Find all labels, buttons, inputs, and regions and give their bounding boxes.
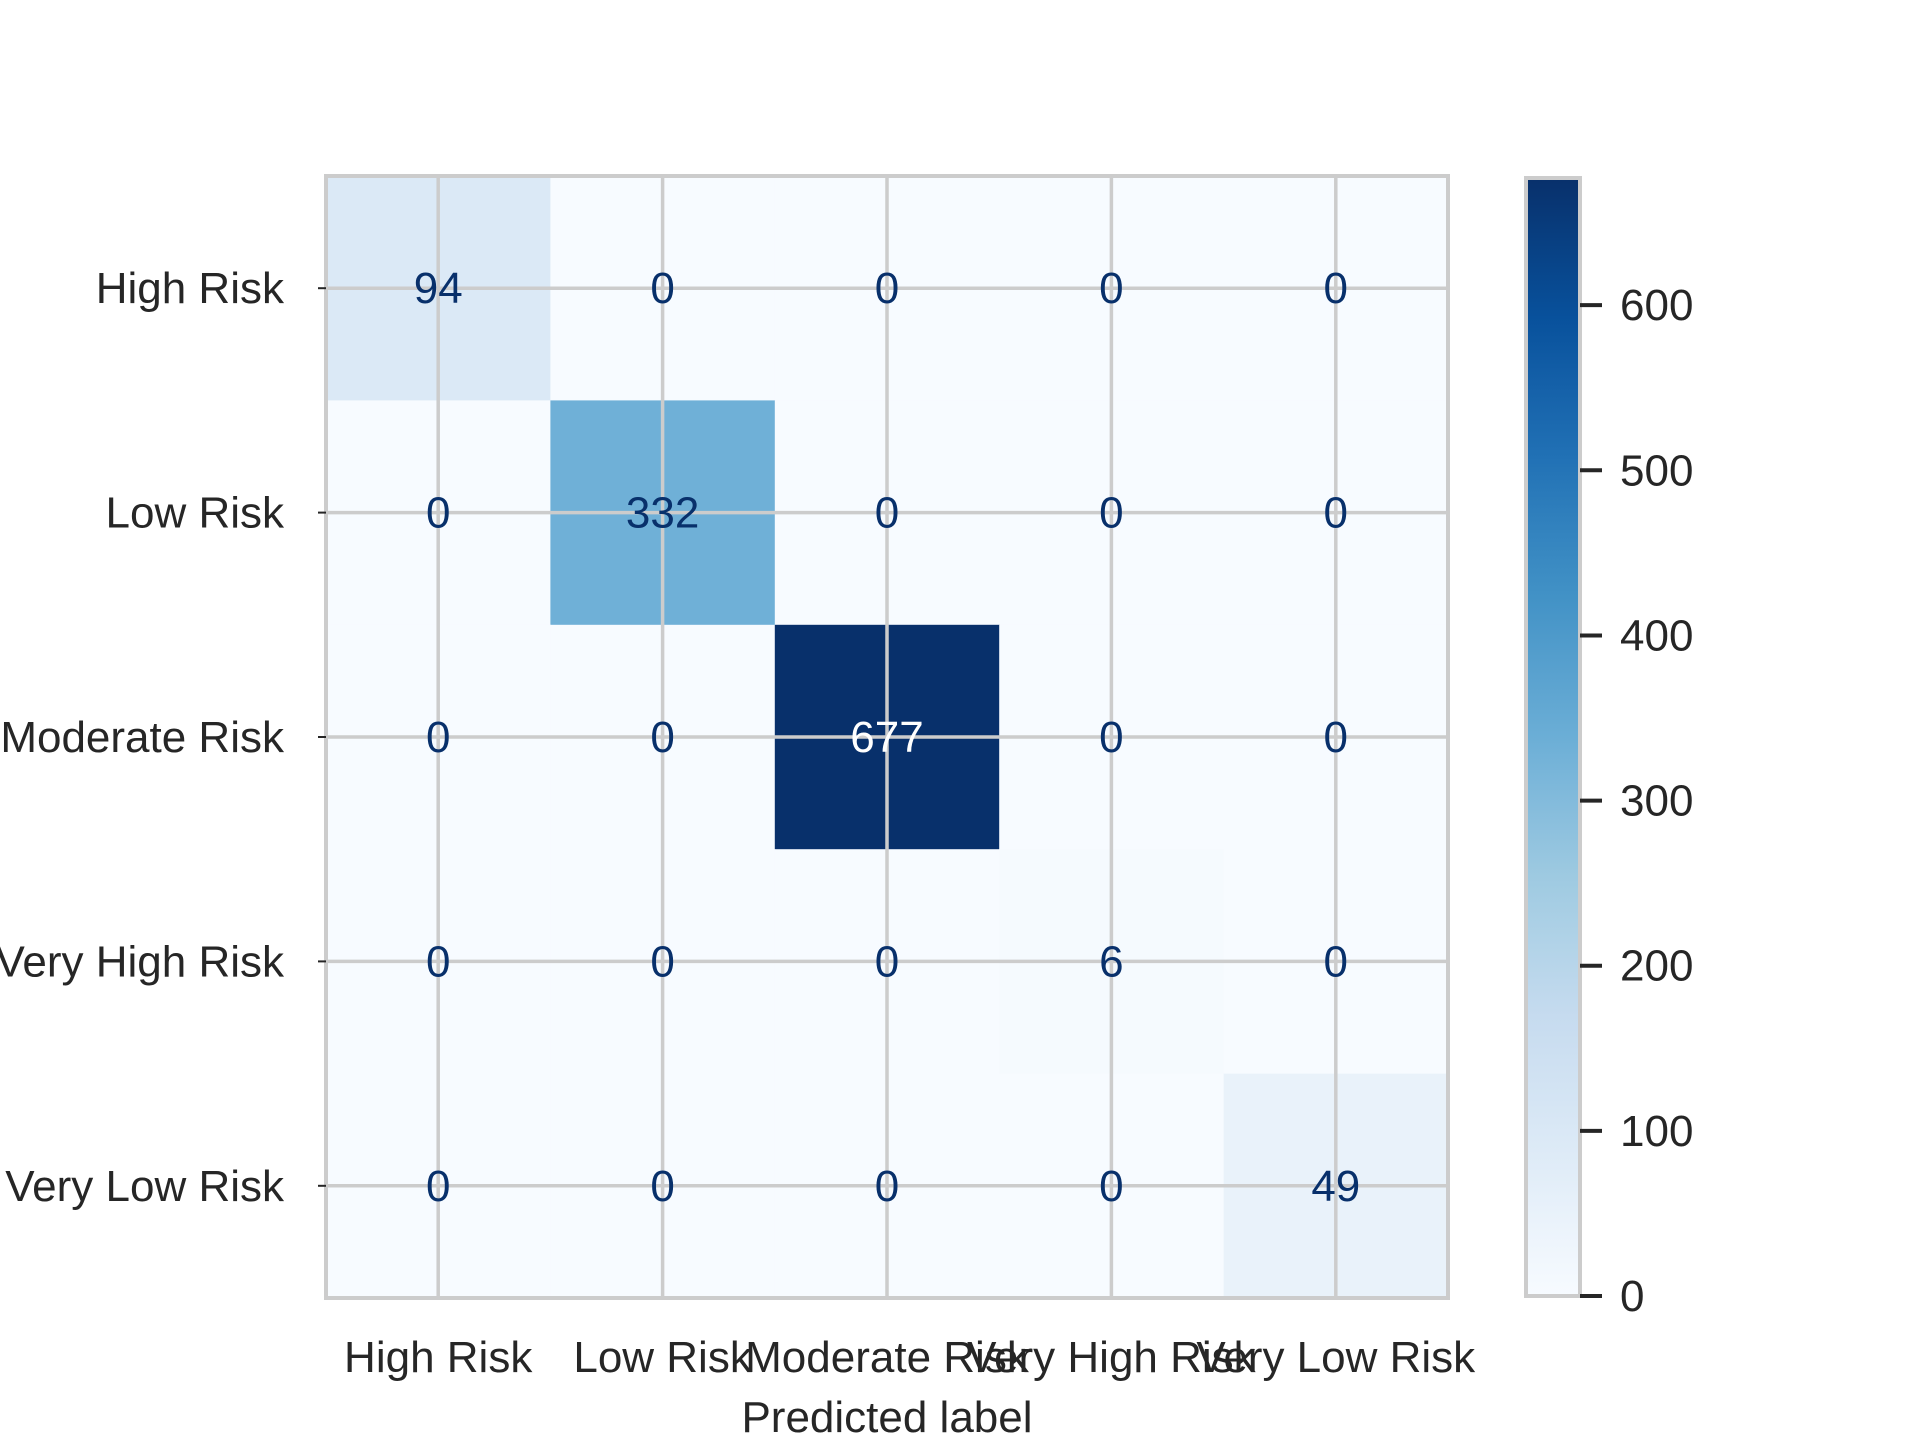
y-tick-label: Low Risk <box>106 489 285 538</box>
cell-value-label: 0 <box>426 489 450 538</box>
colorbar-tick-label: 100 <box>1620 1107 1693 1156</box>
colorbar-ticks: 0 100 200 300 400 500 600 <box>1580 281 1693 1321</box>
y-tick-label: Very High Risk <box>0 937 285 986</box>
cell-value-label: 0 <box>1324 713 1348 762</box>
cell-value-label: 677 <box>850 713 923 762</box>
cell-value-label: 0 <box>426 713 450 762</box>
x-axis-label: Predicted label <box>741 1393 1032 1440</box>
x-tick-label: Very Low Risk <box>1196 1333 1476 1382</box>
cell-value-label: 0 <box>1099 713 1123 762</box>
cell-value-label: 0 <box>875 489 899 538</box>
cell-value-label: 0 <box>875 1162 899 1211</box>
y-tick-label: Moderate Risk <box>0 713 285 762</box>
cell-value-label: 0 <box>650 1162 674 1211</box>
cell-value-label: 0 <box>650 264 674 313</box>
cell-value-label: 0 <box>875 264 899 313</box>
cell-value-label: 49 <box>1311 1162 1360 1211</box>
colorbar-tick-label: 500 <box>1620 446 1693 495</box>
cell-value-label: 6 <box>1099 937 1123 986</box>
colorbar-tick-label: 300 <box>1620 777 1693 826</box>
colorbar-tick-label: 0 <box>1620 1272 1644 1321</box>
cell-value-labels: 94 0 0 0 0 0 332 0 0 0 0 0 677 0 0 0 0 0 6 0 0 0 0 0 49 <box>414 264 1361 1211</box>
cell-value-label: 0 <box>1099 264 1123 313</box>
cell-value-label: 0 <box>1324 937 1348 986</box>
colorbar <box>1524 176 1582 1298</box>
cell-value-label: 94 <box>414 264 463 313</box>
x-tick-label: Low Risk <box>573 1333 752 1382</box>
cell-value-label: 0 <box>1099 489 1123 538</box>
cell-value-label: 0 <box>650 713 674 762</box>
cell-value-label: 332 <box>626 489 699 538</box>
x-tick-label: High Risk <box>344 1333 533 1382</box>
y-tick-label: High Risk <box>96 264 285 313</box>
cell-value-label: 0 <box>1324 264 1348 313</box>
colorbar-tick-label: 400 <box>1620 611 1693 660</box>
cell-value-label: 0 <box>1324 489 1348 538</box>
cell-value-label: 0 <box>875 937 899 986</box>
cell-value-label: 0 <box>1099 1162 1123 1211</box>
cell-value-label: 0 <box>426 937 450 986</box>
cell-value-label: 0 <box>650 937 674 986</box>
y-axis-tick-labels: High Risk Low Risk Moderate Risk Very High … <box>0 264 326 1211</box>
colorbar-tick-label: 600 <box>1620 281 1693 330</box>
colorbar-tick-label: 200 <box>1620 942 1693 991</box>
x-tick-label: Very High Risk <box>967 1333 1257 1382</box>
x-tick-label: Moderate Risk <box>745 1333 1030 1382</box>
matrix-grid <box>326 176 1448 1298</box>
cell-value-label: 0 <box>426 1162 450 1211</box>
y-tick-label: Very Low Risk <box>5 1162 285 1211</box>
